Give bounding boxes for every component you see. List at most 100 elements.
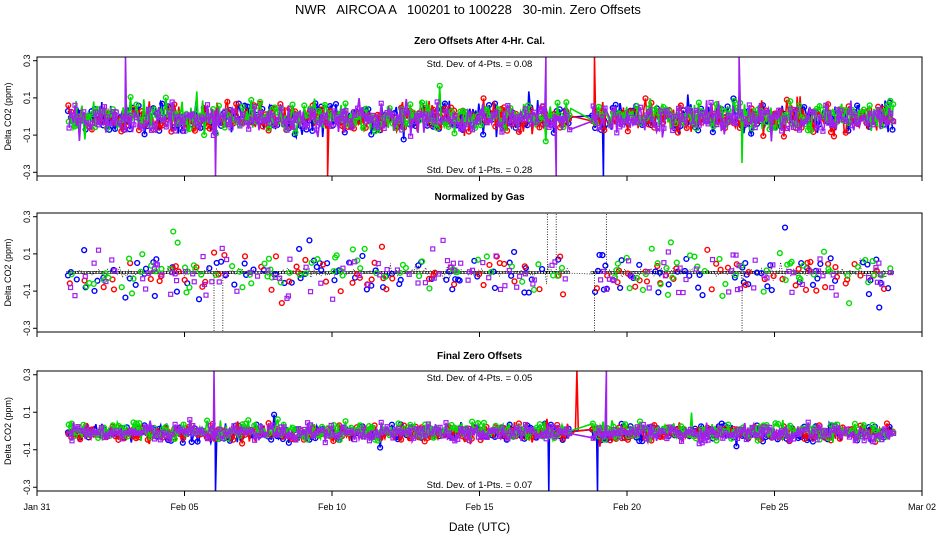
data-point-green: [65, 421, 72, 428]
data-point-purple: [655, 432, 661, 439]
data-point-blue: [126, 275, 133, 282]
data-point-purple: [717, 425, 723, 431]
data-point-purple: [567, 127, 573, 133]
data-point-purple: [91, 260, 97, 266]
data-point-purple: [190, 423, 196, 429]
data-point-purple: [714, 122, 720, 128]
reference-marker: [670, 271, 674, 274]
data-point-red: [643, 278, 651, 285]
data-point-green: [828, 422, 835, 429]
data-point-purple: [360, 113, 367, 119]
data-point-green: [701, 267, 708, 275]
reference-marker: [714, 271, 718, 274]
data-point-purple: [110, 108, 116, 115]
data-point-purple: [776, 107, 782, 113]
data-point-green: [315, 107, 323, 115]
data-point-purple: [140, 276, 146, 282]
y-axis-label: Delta CO2 (ppm): [3, 82, 13, 150]
data-point-blue: [508, 272, 515, 279]
data-point-purple: [861, 438, 867, 444]
panel-final-zero-offsets: Final Zero Offsets Delta CO2 (ppm) -0.3 -0.…: [3, 351, 936, 512]
data-point-red: [795, 265, 802, 272]
data-point-purple: [224, 256, 230, 263]
data-point-purple: [225, 432, 231, 438]
reference-marker: [464, 271, 467, 274]
data-point-purple: [717, 113, 723, 119]
data-point-red: [421, 438, 428, 445]
data-point-purple: [549, 423, 555, 430]
data-point-purple: [228, 428, 234, 434]
data-point-green: [251, 422, 258, 429]
data-point-purple: [637, 428, 643, 435]
data-point-red: [770, 272, 777, 280]
data-point-red: [624, 128, 631, 135]
data-point-purple: [104, 114, 110, 120]
data-point-purple: [466, 437, 473, 444]
data-point-purple: [652, 121, 658, 128]
data-point-purple: [275, 117, 281, 123]
data-point-purple: [508, 121, 514, 127]
data-point-purple: [843, 426, 850, 432]
reference-marker: [838, 271, 841, 274]
data-point-purple: [525, 113, 532, 119]
data-point-red: [654, 262, 661, 270]
data-point-green: [775, 420, 782, 428]
data-point-red: [742, 281, 749, 289]
data-point-purple: [640, 421, 646, 428]
data-point-purple: [346, 118, 352, 124]
data-point-purple: [219, 435, 225, 441]
reference-marker: [737, 271, 741, 274]
reference-marker: [802, 271, 806, 274]
data-point-green: [186, 125, 193, 132]
reference-marker: [611, 271, 615, 274]
reference-marker: [608, 271, 612, 274]
data-point-purple: [246, 126, 252, 132]
data-point-green: [519, 278, 526, 285]
data-point-purple: [204, 102, 211, 108]
data-point-purple: [148, 127, 155, 133]
data-point-red: [230, 436, 237, 443]
data-point-purple: [690, 121, 696, 127]
data-point-purple: [531, 277, 537, 283]
y-tick-label: -0.1: [22, 283, 32, 299]
data-point-purple: [109, 257, 115, 263]
data-point-red: [536, 286, 543, 293]
reference-marker: [534, 271, 538, 274]
data-point-purple: [793, 106, 800, 113]
data-point-red: [674, 129, 682, 136]
data-point-blue: [683, 255, 690, 263]
y-tick-label: 0.3: [22, 54, 32, 67]
data-point-purple: [72, 427, 78, 433]
data-point-purple: [517, 426, 523, 433]
data-point-green: [654, 260, 661, 267]
y-axis-label: Delta CO2 (ppm): [3, 397, 13, 465]
data-point-purple: [122, 430, 128, 436]
data-point-purple: [631, 120, 638, 126]
data-point-purple: [658, 428, 664, 434]
data-point-purple: [277, 275, 283, 281]
data-point-purple: [628, 114, 635, 121]
data-point-purple: [493, 253, 499, 259]
data-point-blue: [814, 275, 821, 282]
data-point-red: [371, 259, 378, 266]
data-point-purple: [122, 127, 128, 133]
data-point-purple: [378, 419, 384, 426]
data-point-purple: [131, 122, 137, 128]
data-point-purple: [425, 116, 431, 122]
data-point-green: [368, 424, 376, 431]
data-point-purple: [464, 122, 470, 128]
data-point-purple: [440, 237, 446, 243]
data-point-purple: [487, 117, 493, 123]
data-point-purple: [302, 426, 308, 433]
data-point-purple: [458, 426, 464, 432]
data-point-purple: [216, 279, 222, 285]
data-point-green: [633, 274, 641, 282]
data-point-purple: [534, 119, 540, 125]
data-point-red: [642, 95, 649, 102]
data-point-purple: [452, 267, 458, 273]
data-point-purple: [143, 286, 149, 292]
data-point-purple: [596, 124, 602, 131]
data-point-green: [691, 253, 698, 260]
data-point-purple: [549, 118, 555, 124]
data-point-blue: [173, 288, 181, 295]
